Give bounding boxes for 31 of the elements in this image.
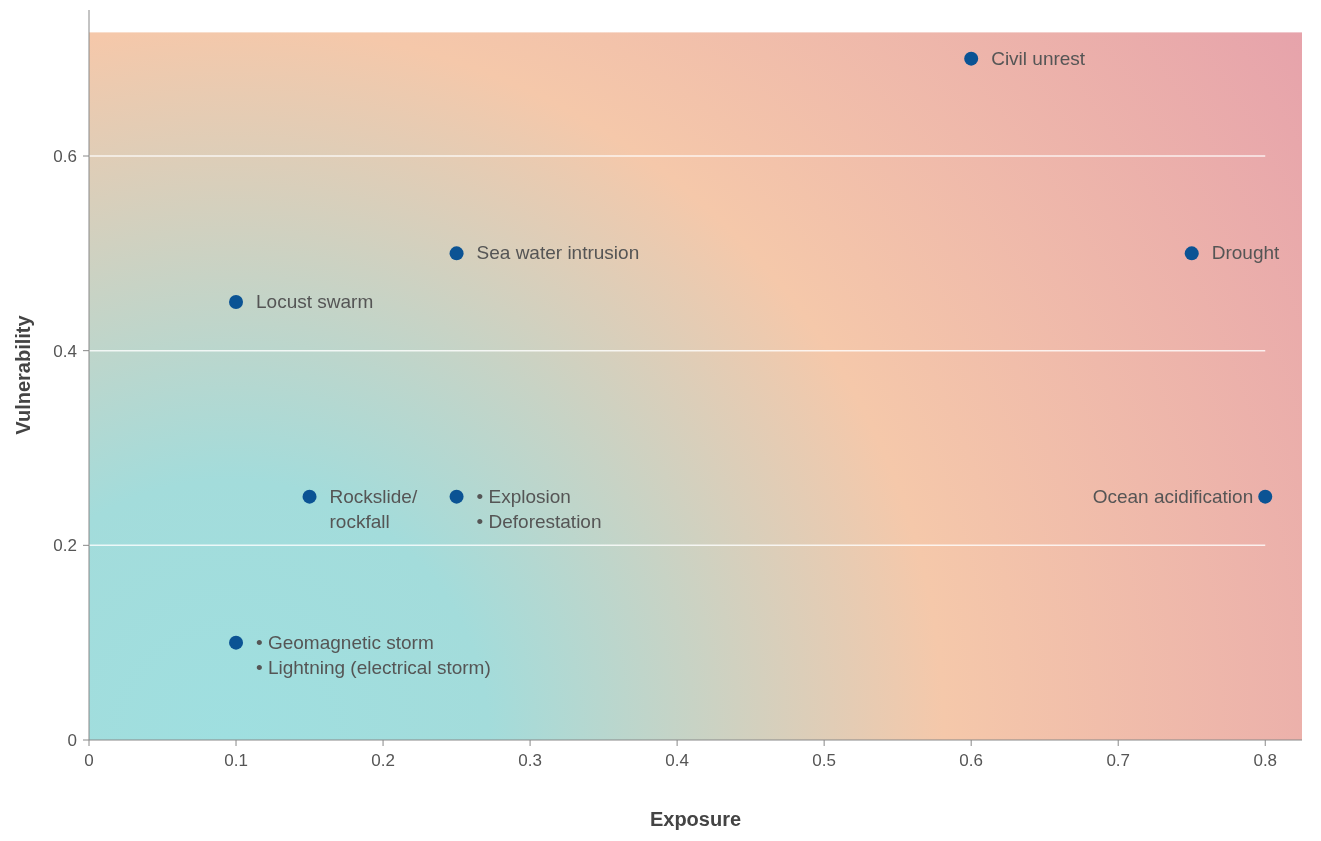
x-axis-title: Exposure bbox=[649, 808, 742, 830]
point bbox=[1258, 489, 1273, 504]
annotation: Ocean acidification bbox=[1092, 485, 1254, 507]
annotation: • Explosion • Deforestation bbox=[476, 485, 602, 532]
point bbox=[302, 489, 317, 504]
y-axis-title: Vulnerability bbox=[12, 314, 34, 435]
point bbox=[449, 489, 464, 504]
point bbox=[449, 246, 464, 261]
y-tick-label: 0.2 bbox=[53, 536, 77, 556]
annotation: • Geomagnetic storm • Lightning (electrical storm) bbox=[256, 631, 491, 678]
point bbox=[229, 295, 244, 309]
annotation: Civil unrest bbox=[991, 47, 1086, 69]
annotation: Sea water intrusion bbox=[476, 242, 640, 264]
x-tick-label: 0.7 bbox=[1106, 751, 1131, 770]
x-tick-label: 0.3 bbox=[518, 751, 542, 770]
x-tick-label: 0.6 bbox=[959, 751, 983, 770]
y-tick-label: 0.4 bbox=[53, 341, 77, 361]
x-tick-label: 0.4 bbox=[665, 751, 689, 770]
point bbox=[964, 51, 979, 66]
annotation: Drought bbox=[1211, 242, 1281, 264]
x-tick-label: 0.8 bbox=[1253, 751, 1278, 770]
annotation: Rockslide/ rockfall bbox=[329, 485, 418, 532]
x-tick-label: 0 bbox=[84, 751, 94, 770]
y-tick-label: 0.6 bbox=[53, 146, 77, 166]
annotation: Locust swarm bbox=[256, 291, 374, 312]
y-tick-label: 0 bbox=[67, 730, 77, 750]
x-tick-label: 0.5 bbox=[812, 751, 836, 770]
x-tick-label: 0.2 bbox=[371, 751, 395, 770]
x-tick-label: 0.1 bbox=[224, 751, 248, 770]
point bbox=[229, 635, 244, 650]
point bbox=[1184, 246, 1199, 261]
